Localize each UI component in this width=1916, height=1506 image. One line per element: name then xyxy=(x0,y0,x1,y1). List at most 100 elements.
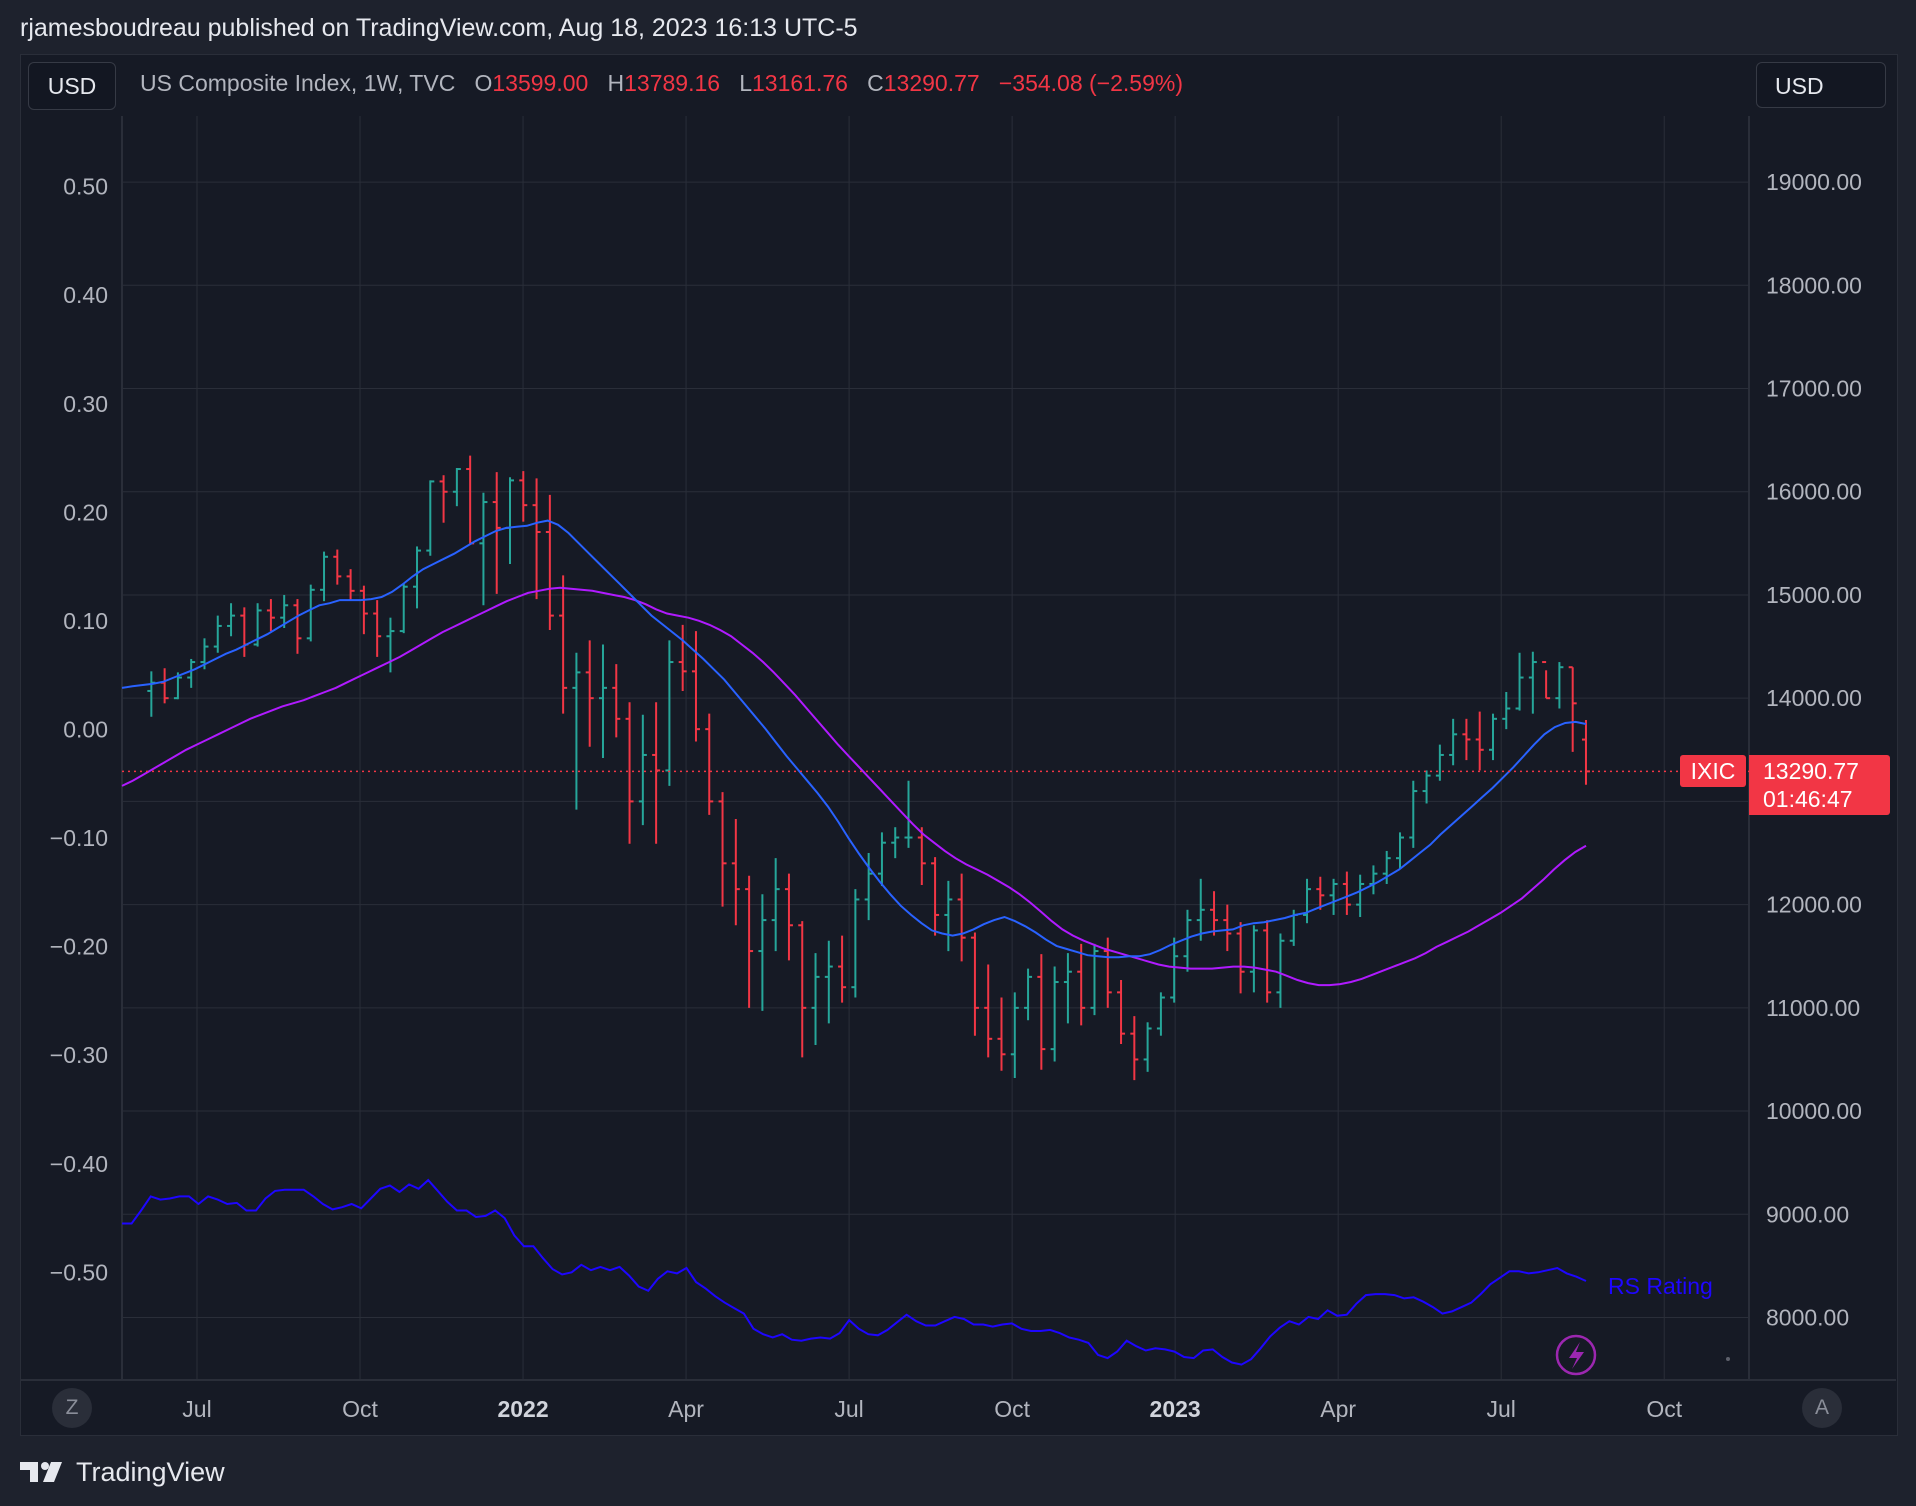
ohlc-bar xyxy=(718,792,727,907)
lightning-icon[interactable] xyxy=(1555,1334,1597,1376)
time-tick-label: Apr xyxy=(668,1396,704,1422)
ohlc-bar xyxy=(399,583,408,634)
time-tick-label: Jul xyxy=(834,1396,863,1422)
ticker-tag: IXIC xyxy=(1680,755,1746,787)
high-label: H xyxy=(607,70,625,96)
tradingview-brand[interactable]: TradingView xyxy=(20,1452,225,1492)
ohlc-bar xyxy=(1196,878,1205,941)
ohlc-bar xyxy=(280,594,289,628)
low-value: 13161.76 xyxy=(752,70,848,96)
left-tick-label: −0.50 xyxy=(50,1259,108,1285)
right-tick-label: 10000.00 xyxy=(1766,1098,1862,1124)
ohlc-bar xyxy=(147,671,156,717)
time-tick-label: 2023 xyxy=(1150,1396,1201,1422)
ohlc-bar xyxy=(1568,666,1577,752)
ohlc-bar xyxy=(1581,719,1590,785)
ohlc-bar xyxy=(1342,871,1351,915)
left-tick-label: 0.00 xyxy=(63,717,108,743)
rs-rating-line xyxy=(122,1178,1587,1366)
ohlc-bar xyxy=(784,873,793,961)
ohlc-bar xyxy=(386,617,395,673)
ohlc-bar xyxy=(452,467,461,507)
left-tick-label: 0.10 xyxy=(63,608,108,634)
right-tick-label: 11000.00 xyxy=(1766,995,1860,1021)
ohlc-bar xyxy=(346,569,355,601)
left-currency-button[interactable]: USD xyxy=(28,62,116,110)
ohlc-bar xyxy=(1156,992,1165,1036)
ohlc-bar xyxy=(904,780,913,848)
ohlc-bar xyxy=(227,603,236,637)
ohlc-bar xyxy=(506,477,515,564)
ohlc-bar xyxy=(891,827,900,859)
ohlc-bar xyxy=(1223,904,1232,952)
ohlc-bar xyxy=(1449,718,1458,766)
right-tick-label: 16000.00 xyxy=(1766,479,1862,505)
ohlc-bar xyxy=(1063,953,1072,1024)
ohlc-bar xyxy=(240,607,249,657)
time-tick-label: Oct xyxy=(342,1396,378,1422)
ohlc-bar xyxy=(320,551,329,602)
ohlc-bar xyxy=(1170,937,1179,1003)
ohlc-bar xyxy=(1303,878,1312,924)
grid xyxy=(122,116,1749,1380)
close-label: C xyxy=(867,70,884,96)
ohlc-bar xyxy=(1515,652,1524,711)
ohlc-bar xyxy=(426,480,435,556)
ohlc-bar xyxy=(572,652,581,810)
right-tick-label: 12000.00 xyxy=(1766,892,1862,918)
auto-scale-right-button[interactable]: A xyxy=(1802,1388,1842,1428)
ohlc-bar xyxy=(1117,979,1126,1044)
ohlc-bar xyxy=(758,894,767,1011)
ohlc-bar xyxy=(492,472,501,594)
right-tick-label: 15000.00 xyxy=(1766,582,1862,608)
ohlc-bar xyxy=(1369,865,1378,895)
ohlc-bar xyxy=(1249,925,1258,993)
ohlc-bar xyxy=(439,475,448,523)
time-axis: Jul Oct 2022 Apr Jul Oct 2023 Apr Jul Oct xyxy=(182,1396,1682,1422)
ohlc-bar xyxy=(612,664,621,738)
ohlc-bar xyxy=(771,858,780,952)
ohlc-bar xyxy=(1382,850,1391,884)
time-tick-label: Apr xyxy=(1320,1396,1356,1422)
ohlc-bar xyxy=(997,997,1006,1071)
ohlc-bar xyxy=(293,599,302,654)
ohlc-bar xyxy=(306,584,315,642)
ohlc-bar xyxy=(931,857,940,936)
last-price: 13290.77 xyxy=(1763,758,1859,784)
ohlc-bar xyxy=(479,492,488,606)
ohlc-bar xyxy=(1050,966,1059,1062)
ohlc-bar xyxy=(678,624,687,691)
ohlc-bar xyxy=(1396,832,1405,869)
ohlc-bar xyxy=(1183,909,1192,972)
ohlc-bar xyxy=(187,658,196,688)
ohlc-bar xyxy=(917,827,926,886)
ohlc-bar xyxy=(652,702,661,844)
ohlc-bar xyxy=(1422,770,1431,804)
ema-slow-line xyxy=(121,586,1587,987)
left-tick-label: 0.40 xyxy=(63,282,108,308)
symbol-legend: US Composite Index, 1W, TVC O13599.00 H1… xyxy=(140,70,1183,97)
ohlc-bar xyxy=(1263,920,1272,1003)
tradingview-logo-icon xyxy=(20,1462,62,1482)
right-tick-label: 18000.00 xyxy=(1766,272,1862,298)
ohlc-bar xyxy=(1090,943,1099,1016)
ohlc-bar xyxy=(545,494,554,631)
ohlc-bar xyxy=(519,471,528,522)
ohlc-bar xyxy=(1409,780,1418,848)
symbol-name: US Composite Index, 1W, TVC xyxy=(140,70,456,96)
right-currency-button[interactable]: USD xyxy=(1756,62,1886,108)
close-value: 13290.77 xyxy=(883,70,980,96)
ohlc-bar xyxy=(970,932,979,1036)
time-tick-label: Jul xyxy=(182,1396,211,1422)
ohlc-bar xyxy=(1329,878,1338,915)
time-tick-label: 2022 xyxy=(497,1396,548,1422)
ohlc-bar xyxy=(944,880,953,952)
ohlc-bar xyxy=(1037,954,1046,1070)
ohlc-bar xyxy=(1356,874,1365,918)
ohlc-bar xyxy=(691,631,700,742)
left-tick-label: −0.20 xyxy=(50,934,108,960)
auto-scale-left-button[interactable]: Z xyxy=(52,1388,92,1428)
ohlc-bar xyxy=(1024,968,1033,1021)
ohlc-bar xyxy=(598,644,607,759)
